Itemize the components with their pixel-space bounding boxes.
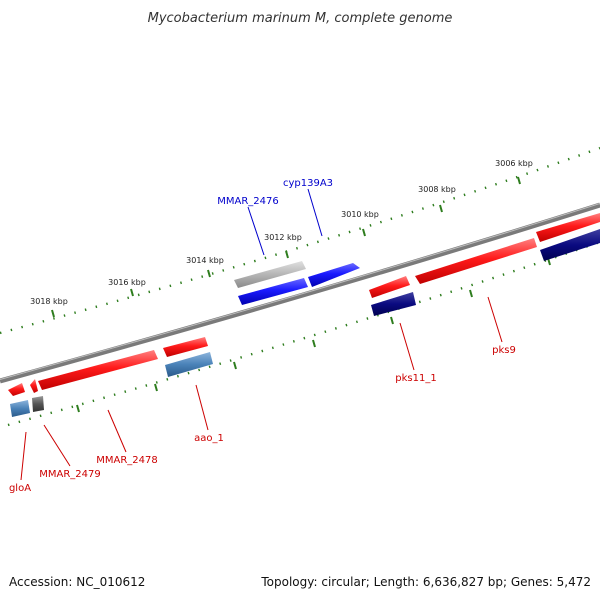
scale-label: 3018 kbp (30, 297, 68, 306)
scale-label: 3010 kbp (341, 210, 379, 219)
genome-summary-text: Topology: circular; Length: 6,636,827 bp… (260, 575, 591, 589)
gene-feature (38, 350, 158, 390)
label-leader-lines (20, 188, 503, 481)
gene-feature (8, 383, 25, 396)
genome-backbone-highlight (0, 203, 600, 380)
gene-label-aao-1: aao_1 (194, 433, 224, 444)
scale-label: 3014 kbp (186, 256, 224, 265)
gene-feature (163, 337, 208, 357)
gene-feature (540, 229, 600, 261)
gene-label-cyp139a3: cyp139A3 (283, 178, 333, 189)
gene-label-gloa: gloA (9, 483, 31, 494)
reverse-lower-features (10, 229, 600, 417)
gene-feature (238, 278, 308, 305)
scale-label: 3012 kbp (264, 233, 302, 242)
reverse-features (8, 238, 537, 396)
gene-feature (30, 379, 38, 393)
gene-feature (234, 261, 306, 288)
gene-feature (369, 276, 410, 298)
scale-label: 3016 kbp (108, 278, 146, 287)
gene-feature (165, 352, 213, 377)
gene-label-pks9: pks9 (492, 345, 516, 356)
scale-label: 3006 kbp (495, 159, 533, 168)
gene-label-mmar-2478: MMAR_2478 (96, 455, 158, 466)
gene-labels: MMAR_2476 cyp139A3 pks9 pks11_1 aao_1 MM… (9, 178, 516, 494)
gene-feature (308, 263, 360, 287)
gene-feature (32, 396, 44, 412)
gene-label-mmar-2476: MMAR_2476 (217, 196, 279, 207)
scale-labels: 3006 kbp 3008 kbp 3010 kbp 3012 kbp 3014… (30, 159, 533, 306)
gene-feature (371, 292, 416, 316)
outer-major-ticks (51, 176, 521, 318)
scale-label: 3008 kbp (418, 185, 456, 194)
accession-text: Accession: NC_010612 (9, 575, 145, 589)
gene-label-mmar-2479: MMAR_2479 (39, 469, 101, 480)
gene-feature (536, 213, 600, 242)
gene-feature (10, 400, 30, 417)
genome-backbone (0, 202, 600, 384)
forward-features (234, 213, 600, 305)
gene-label-pks11-1: pks11_1 (395, 373, 436, 384)
gene-feature (415, 238, 537, 284)
map-title: Mycobacterium marinum M, complete genome (148, 11, 453, 26)
inner-major-ticks (76, 257, 551, 413)
